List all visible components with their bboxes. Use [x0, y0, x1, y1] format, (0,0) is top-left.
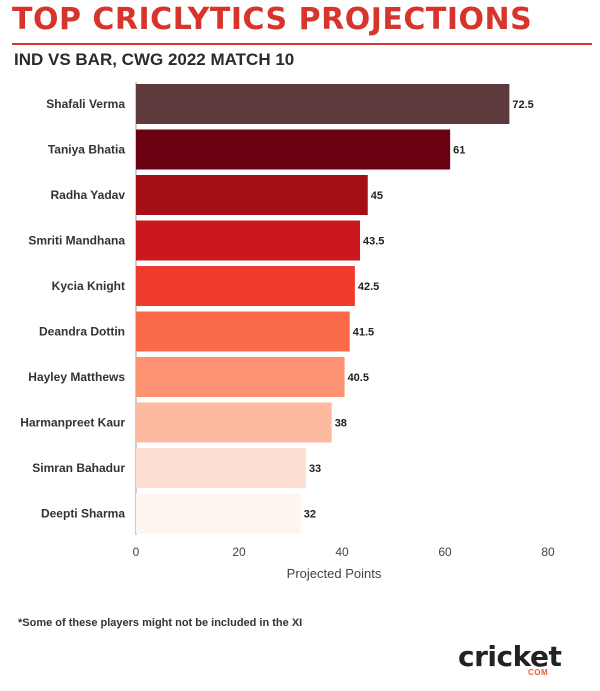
bar [136, 175, 368, 215]
chart-subtitle: IND VS BAR, CWG 2022 MATCH 10 [14, 50, 295, 69]
bar [136, 357, 345, 397]
category-label: Taniya Bhatia [48, 143, 125, 157]
title-divider [12, 43, 592, 45]
category-label: Smriti Mandhana [28, 234, 125, 248]
category-label: Radha Yadav [51, 188, 126, 202]
logo-wordmark: cricket [458, 640, 562, 673]
data-label: 42.5 [358, 281, 379, 293]
data-label: 33 [309, 463, 321, 475]
x-tick-label: 0 [133, 545, 140, 559]
data-label: 61 [453, 145, 465, 157]
data-label: 43.5 [363, 236, 384, 248]
category-label: Kycia Knight [52, 279, 125, 293]
data-label: 45 [371, 190, 383, 202]
bar [136, 402, 332, 443]
data-label: 72.5 [512, 99, 533, 111]
bar [136, 129, 451, 170]
brand-logo: cricket COM [458, 640, 578, 680]
bar [136, 220, 361, 261]
category-label: Deepti Sharma [41, 507, 125, 521]
bar [136, 448, 306, 488]
footnote: *Some of these players might not be incl… [18, 617, 303, 629]
chart-title: TOP CRICLYTICS PROJECTIONS [12, 2, 533, 37]
category-label: Deandra Dottin [39, 325, 125, 339]
bar-chart: Shafali Verma 72.5 Taniya Bhatia 61 Radha Ya… [20, 82, 555, 581]
logo-sub: COM [528, 668, 549, 677]
x-tick-label: 20 [232, 545, 246, 559]
x-tick-label: 60 [438, 545, 452, 559]
x-axis-label: Projected Points [287, 566, 382, 581]
data-label: 40.5 [348, 372, 369, 384]
category-label: Simran Bahadur [32, 461, 125, 475]
data-label: 41.5 [353, 327, 374, 339]
category-label: Shafali Verma [46, 97, 125, 111]
x-tick-label: 80 [541, 545, 555, 559]
bar [136, 266, 355, 306]
category-label: Harmanpreet Kaur [20, 416, 125, 430]
category-label: Hayley Matthews [28, 370, 125, 384]
bar [136, 311, 350, 352]
bar [136, 493, 301, 534]
x-tick-label: 40 [335, 545, 349, 559]
bar [136, 84, 510, 124]
data-label: 38 [335, 418, 347, 430]
data-label: 32 [304, 509, 316, 521]
